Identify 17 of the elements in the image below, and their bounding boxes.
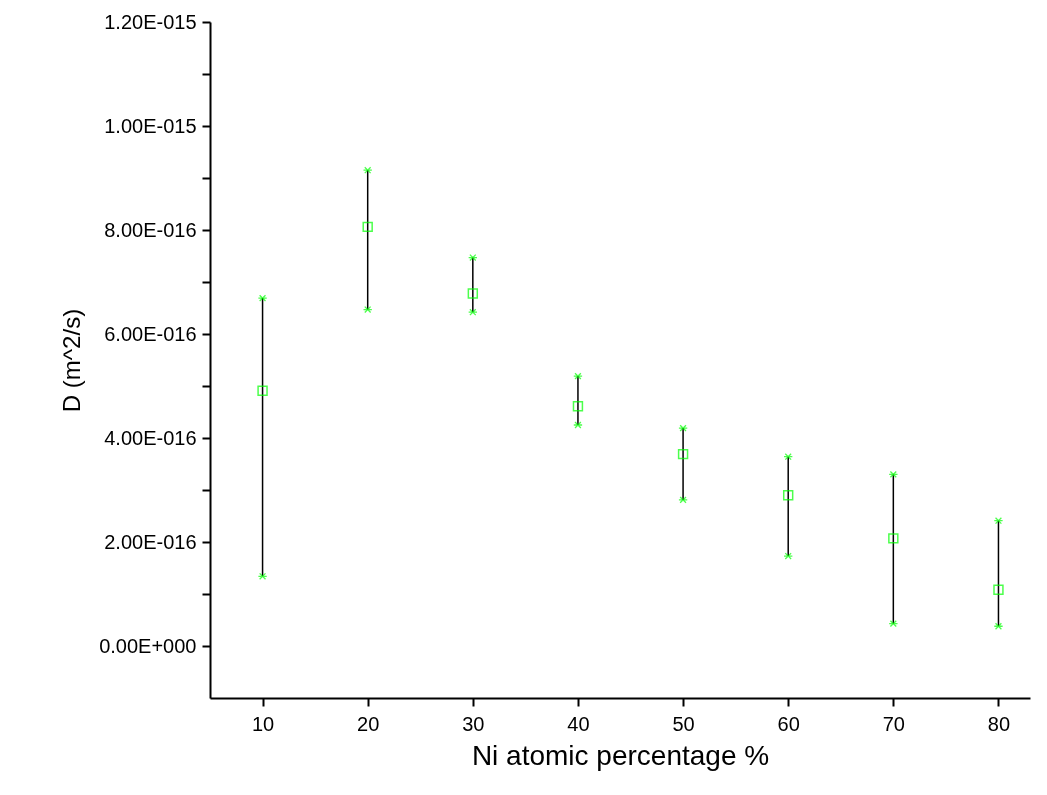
- x-tick-label: 80: [987, 712, 1011, 735]
- y-tick-label: 8.00E-016: [104, 218, 197, 241]
- y-tick-label: 2.00E-016: [104, 530, 197, 553]
- x-tick-label: 20: [357, 712, 380, 735]
- y-tick-label: 4.00E-016: [104, 426, 197, 449]
- x-tick-label: 40: [567, 712, 590, 735]
- x-tick-label: 60: [777, 712, 800, 735]
- y-tick-label: 6.00E-016: [104, 322, 197, 345]
- x-tick-label: 10: [251, 712, 275, 735]
- x-tick-label: 30: [462, 712, 485, 735]
- y-axis-title: D (m^2/s): [58, 308, 86, 413]
- x-axis-title: Ni atomic percentage %: [471, 739, 770, 771]
- x-tick-label: 50: [672, 712, 695, 735]
- x-tick-label: 70: [882, 712, 905, 735]
- y-tick-label: 1.20E-015: [104, 10, 197, 33]
- y-tick-label: 0.00E+000: [99, 634, 197, 657]
- y-tick-label: 1.00E-015: [104, 114, 197, 137]
